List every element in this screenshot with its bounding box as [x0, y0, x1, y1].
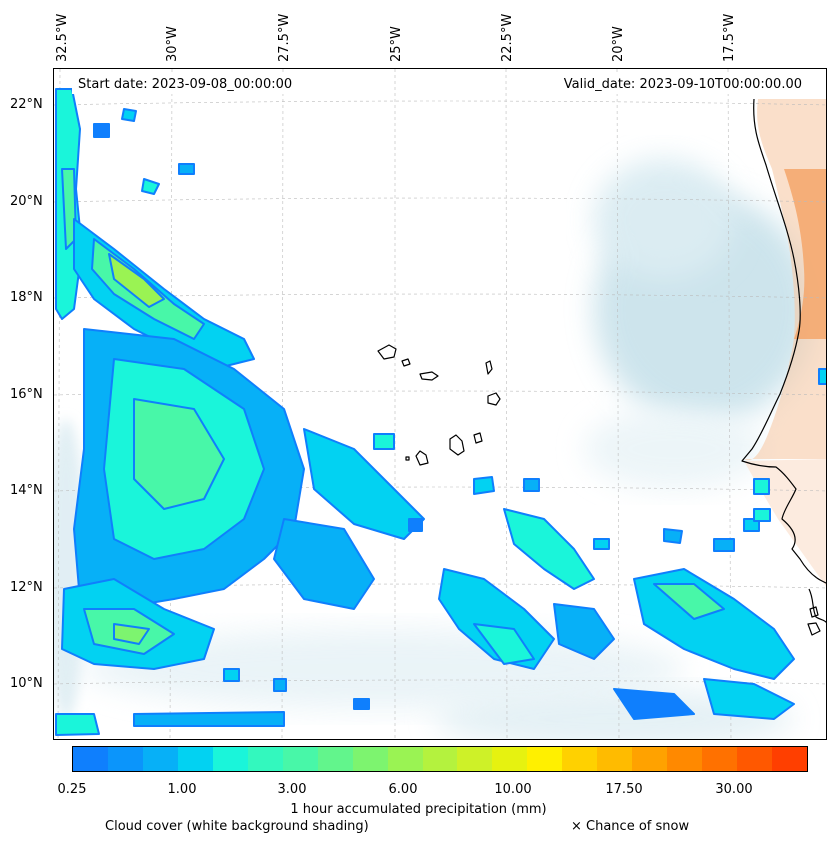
- colorbar-segment-1: [107, 747, 143, 771]
- longitude-label-25w: 25°W: [389, 26, 404, 62]
- map-area: [53, 68, 827, 740]
- longitude-label-22.5w: 22.5°W: [500, 13, 515, 62]
- colorbar-segment-14: [562, 747, 598, 771]
- longitude-label-32.5w: 32.5°W: [55, 13, 70, 62]
- colorbar-tick-17.50: 17.50: [605, 782, 643, 797]
- map-canvas: [54, 69, 826, 739]
- latitude-label-18n: 18°N: [10, 290, 43, 305]
- snow-chance-note: × Chance of snow: [571, 819, 690, 834]
- cloud-cover-note: Cloud cover (white background shading): [105, 819, 369, 834]
- colorbar-segment-10: [422, 747, 458, 771]
- precipitation-field: [55, 88, 826, 736]
- colorbar-tick-1.00: 1.00: [167, 782, 197, 797]
- colorbar-segment-20: [772, 747, 808, 771]
- valid-date-label: Valid_date: 2023-09-10T00:00:00.00: [557, 75, 808, 94]
- colorbar-segment-12: [492, 747, 528, 771]
- colorbar-segment-15: [597, 747, 633, 771]
- colorbar-segment-4: [212, 747, 248, 771]
- latitude-label-16n: 16°N: [10, 387, 43, 402]
- colorbar-tick-30.00: 30.00: [715, 782, 753, 797]
- colorbar-segment-0: [73, 747, 108, 771]
- latitude-label-12n: 12°N: [10, 580, 43, 595]
- colorbar-segment-19: [737, 747, 773, 771]
- coastline: [377, 98, 826, 636]
- colorbar-tick-3.00: 3.00: [277, 782, 307, 797]
- colorbar-segment-5: [247, 747, 283, 771]
- colorbar-segment-18: [702, 747, 738, 771]
- colorbar-label: 1 hour accumulated precipitation (mm): [290, 802, 547, 817]
- longitude-label-30w: 30°W: [165, 26, 180, 62]
- colorbar-segment-8: [352, 747, 388, 771]
- colorbar-tick-6.00: 6.00: [388, 782, 418, 797]
- start-date-label: Start date: 2023-09-08_00:00:00: [72, 75, 299, 94]
- colorbar-segment-9: [387, 747, 423, 771]
- colorbar-segment-7: [317, 747, 353, 771]
- colorbar-segment-2: [142, 747, 178, 771]
- colorbar-tick-10.00: 10.00: [494, 782, 532, 797]
- colorbar-segment-3: [177, 747, 213, 771]
- latitude-label-14n: 14°N: [10, 483, 43, 498]
- colorbar-segment-13: [527, 747, 563, 771]
- precipitation-colorbar: [72, 746, 808, 772]
- colorbar-tick-0.25: 0.25: [57, 782, 87, 797]
- longitude-label-17.5w: 17.5°W: [722, 13, 737, 62]
- longitude-label-20w: 20°W: [611, 26, 626, 62]
- latitude-label-10n: 10°N: [10, 676, 43, 691]
- latitude-label-22n: 22°N: [10, 97, 43, 112]
- colorbar-segment-16: [632, 747, 668, 771]
- longitude-label-27.5w: 27.5°W: [277, 13, 292, 62]
- latitude-label-20n: 20°N: [10, 194, 43, 209]
- colorbar-segment-6: [282, 747, 318, 771]
- colorbar-segment-11: [457, 747, 493, 771]
- colorbar-segment-17: [667, 747, 703, 771]
